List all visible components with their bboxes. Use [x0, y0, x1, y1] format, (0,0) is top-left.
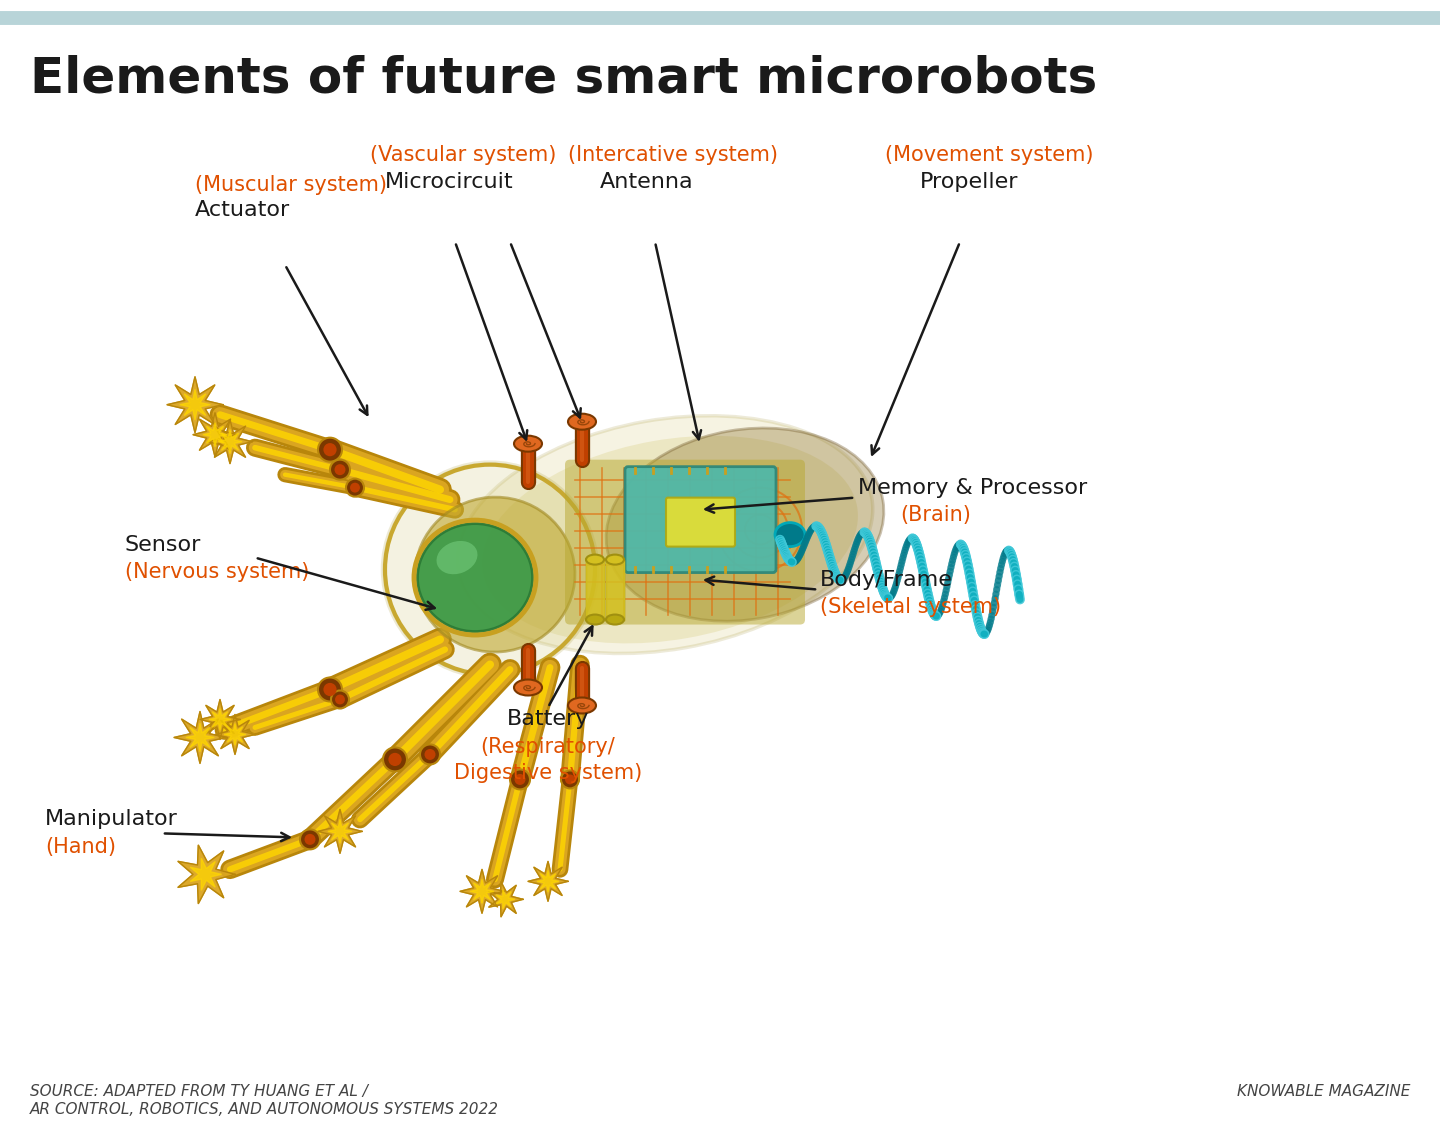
Ellipse shape: [606, 555, 624, 564]
Polygon shape: [203, 422, 228, 447]
Polygon shape: [215, 715, 255, 754]
Polygon shape: [174, 712, 226, 763]
Circle shape: [510, 769, 530, 789]
Polygon shape: [209, 708, 230, 731]
Polygon shape: [459, 869, 504, 913]
Polygon shape: [469, 879, 494, 903]
FancyBboxPatch shape: [564, 459, 805, 625]
Text: Antenna: Antenna: [600, 172, 694, 191]
Circle shape: [300, 830, 320, 849]
Text: (Skeletal system): (Skeletal system): [819, 597, 1001, 617]
Ellipse shape: [383, 462, 598, 677]
Ellipse shape: [606, 615, 624, 625]
Text: (Nervous system): (Nervous system): [125, 562, 310, 581]
Ellipse shape: [482, 436, 858, 643]
Ellipse shape: [567, 413, 596, 430]
Ellipse shape: [436, 540, 478, 574]
Ellipse shape: [418, 524, 533, 632]
Circle shape: [514, 774, 526, 785]
Text: Sensor: Sensor: [125, 535, 202, 555]
Circle shape: [304, 834, 315, 844]
Circle shape: [324, 443, 337, 456]
Circle shape: [330, 459, 350, 480]
Text: Actuator: Actuator: [194, 199, 291, 220]
Polygon shape: [200, 699, 240, 740]
Circle shape: [564, 775, 575, 785]
Polygon shape: [497, 890, 516, 909]
Ellipse shape: [514, 679, 541, 696]
Ellipse shape: [458, 415, 873, 653]
Text: (Hand): (Hand): [45, 838, 117, 857]
Polygon shape: [186, 723, 215, 752]
Circle shape: [324, 682, 337, 696]
Text: (Respiratory/: (Respiratory/: [481, 738, 615, 758]
Text: (Brain): (Brain): [900, 504, 971, 525]
Polygon shape: [528, 861, 567, 901]
Text: (Movement system): (Movement system): [886, 145, 1093, 164]
Circle shape: [389, 753, 402, 766]
Text: Microcircuit: Microcircuit: [384, 172, 514, 191]
Polygon shape: [537, 870, 559, 892]
Polygon shape: [488, 882, 523, 917]
Text: Manipulator: Manipulator: [45, 810, 179, 830]
Text: SOURCE: ADAPTED FROM TY HUANG ET AL /
AR CONTROL, ROBOTICS, AND AUTONOMOUS SYSTE: SOURCE: ADAPTED FROM TY HUANG ET AL / AR…: [30, 1084, 500, 1117]
Polygon shape: [586, 560, 603, 619]
Polygon shape: [193, 413, 238, 457]
Text: KNOWABLE MAGAZINE: KNOWABLE MAGAZINE: [1237, 1084, 1410, 1099]
Polygon shape: [225, 724, 246, 745]
Ellipse shape: [567, 697, 596, 714]
Text: Body/Frame: Body/Frame: [819, 570, 953, 590]
Circle shape: [334, 464, 346, 475]
Text: Memory & Processor: Memory & Processor: [858, 477, 1087, 498]
Circle shape: [331, 690, 348, 708]
Circle shape: [383, 748, 408, 771]
Text: Propeller: Propeller: [920, 172, 1018, 191]
Polygon shape: [180, 390, 210, 420]
Circle shape: [425, 749, 435, 760]
Text: (Muscular system): (Muscular system): [194, 175, 387, 195]
Ellipse shape: [586, 615, 603, 625]
Circle shape: [420, 744, 441, 765]
Polygon shape: [167, 377, 223, 432]
Circle shape: [318, 438, 343, 462]
Circle shape: [562, 770, 579, 788]
FancyBboxPatch shape: [665, 498, 734, 546]
Circle shape: [350, 483, 360, 492]
Polygon shape: [190, 858, 222, 891]
Text: Digestive system): Digestive system): [454, 763, 642, 784]
Ellipse shape: [775, 522, 805, 546]
Circle shape: [336, 695, 346, 705]
Ellipse shape: [415, 497, 575, 652]
Polygon shape: [207, 420, 252, 464]
Ellipse shape: [586, 555, 603, 564]
Ellipse shape: [606, 428, 884, 622]
Polygon shape: [217, 430, 242, 454]
Polygon shape: [318, 810, 361, 854]
Ellipse shape: [514, 436, 541, 452]
Circle shape: [346, 479, 364, 497]
Text: Battery: Battery: [507, 709, 589, 730]
Text: Elements of future smart microrobots: Elements of future smart microrobots: [30, 55, 1097, 102]
Polygon shape: [328, 820, 353, 843]
Polygon shape: [179, 846, 235, 903]
Polygon shape: [606, 560, 624, 619]
Circle shape: [318, 678, 343, 701]
Text: (Intercative system): (Intercative system): [567, 145, 778, 164]
FancyBboxPatch shape: [625, 466, 776, 573]
Text: (Vascular system): (Vascular system): [370, 145, 556, 164]
